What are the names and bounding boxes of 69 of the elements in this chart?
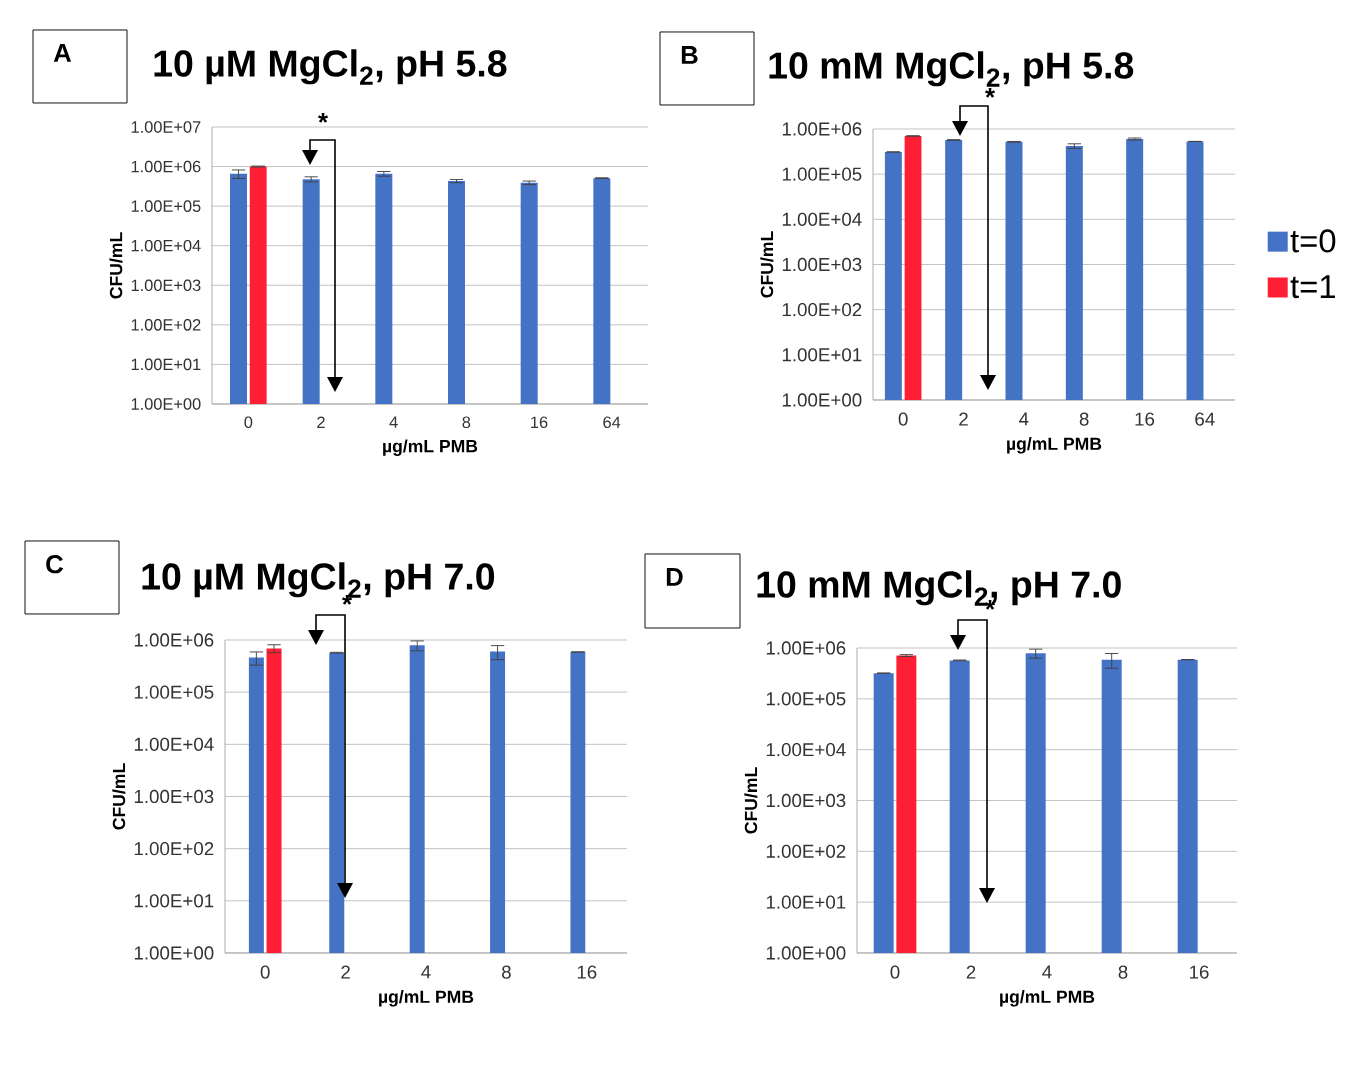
x-tick-label: 2	[317, 416, 325, 428]
y-tick-label: 1.00E+02	[766, 844, 846, 858]
y-tick-label: 1.00E+00	[766, 946, 846, 960]
y-tick-label: 1.00E+02	[134, 842, 214, 856]
y-tick-label: 1.00E+06	[766, 641, 846, 655]
y-tick-label: 1.00E+07	[131, 121, 201, 133]
y-tick-label: 1.00E+04	[131, 239, 201, 252]
x-tick-label: 16	[1190, 965, 1209, 979]
x-tick-label: 4	[389, 416, 398, 428]
x-axis-title: µg/mL PMB	[1007, 437, 1102, 454]
x-tick-label: 4	[1019, 412, 1029, 426]
x-axis-title: µg/mL PMB	[383, 439, 478, 456]
legend-label: t=1	[1290, 275, 1335, 299]
text: C	[46, 555, 64, 574]
x-axis-title: µg/mL PMB	[379, 990, 474, 1007]
text: A	[53, 44, 72, 62]
y-axis-title: CFU/mL	[112, 763, 126, 830]
x-axis-title: µg/mL PMB	[1000, 990, 1095, 1007]
x-tick-label: 64	[603, 416, 621, 429]
x-tick-label: 16	[531, 416, 548, 429]
legend-label: t=0	[1290, 229, 1336, 253]
x-tick-label: 8	[1118, 965, 1128, 979]
x-tick-label: 2	[959, 412, 968, 426]
y-tick-label: 1.00E+06	[134, 633, 214, 647]
x-tick-label: 8	[1079, 412, 1089, 426]
y-tick-label: 1.00E+06	[131, 160, 201, 173]
x-tick-label: 2	[966, 965, 976, 979]
y-tick-label: 1.00E+00	[134, 946, 214, 960]
text: B	[681, 46, 698, 64]
y-axis-title: CFU/mL	[760, 231, 774, 298]
y-tick-label: 1.00E+03	[134, 789, 214, 804]
y-tick-label: 1.00E+05	[782, 167, 862, 181]
y-axis-title: CFU/mL	[109, 232, 123, 299]
x-tick-label: 64	[1195, 412, 1215, 426]
y-tick-label: 1.00E+03	[766, 793, 846, 808]
x-tick-label: 0	[260, 965, 270, 979]
x-tick-label: 8	[462, 416, 471, 429]
text: *	[985, 88, 996, 98]
x-tick-label: 4	[421, 965, 431, 979]
y-tick-label: 1.00E+06	[782, 122, 862, 136]
y-tick-label: 1.00E+05	[131, 200, 201, 212]
y-tick-label: 1.00E+01	[134, 894, 214, 908]
x-tick-label: 4	[1042, 965, 1052, 979]
x-tick-label: 0	[890, 965, 900, 979]
y-tick-label: 1.00E+01	[131, 358, 201, 371]
y-tick-label: 1.00E+04	[782, 212, 862, 226]
y-tick-label: 1.00E+04	[766, 743, 846, 757]
y-tick-label: 1.00E+03	[782, 257, 862, 272]
x-tick-label: 0	[244, 416, 253, 429]
chart-title: 10 mM MgCl$_{2}$, pH 5.8	[769, 51, 1134, 87]
y-tick-label: 1.00E+05	[766, 692, 846, 706]
y-tick-label: 1.00E+01	[782, 348, 862, 362]
y-tick-label: 1.00E+00	[782, 393, 862, 407]
y-tick-label: 1.00E+01	[766, 895, 846, 909]
x-tick-label: 2	[341, 965, 350, 979]
x-tick-label: 8	[502, 965, 511, 979]
y-tick-label: 1.00E+04	[134, 737, 214, 751]
y-axis-title: CFU/mL	[744, 767, 758, 834]
x-tick-label: 0	[898, 412, 908, 426]
text: *	[318, 113, 328, 123]
y-tick-label: 1.00E+03	[131, 279, 201, 292]
x-tick-label: 16	[577, 965, 597, 979]
y-tick-label: 1.00E+00	[131, 398, 201, 410]
x-tick-label: 16	[1135, 412, 1155, 426]
y-tick-label: 1.00E+02	[782, 303, 862, 317]
text: D	[666, 568, 683, 586]
chart-title: 10 µM MgCl$_{2}$, pH 5.8	[154, 49, 507, 85]
y-tick-label: 1.00E+02	[131, 319, 201, 331]
y-tick-label: 1.00E+05	[134, 685, 214, 699]
